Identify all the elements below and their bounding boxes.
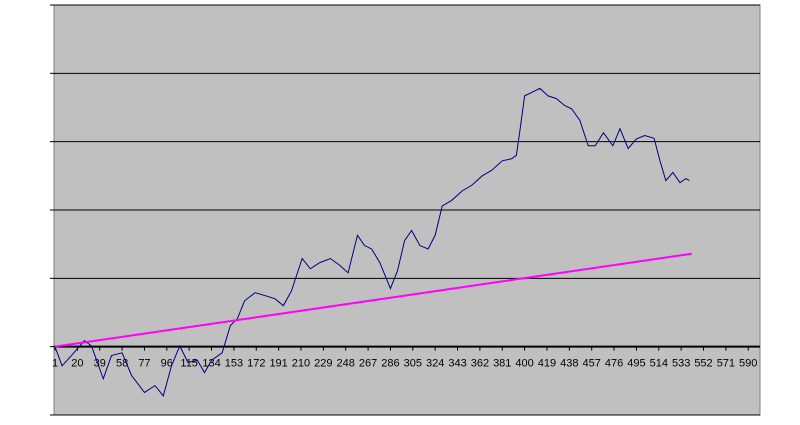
x-tick-label: 267 — [359, 358, 377, 370]
x-tick-label: 533 — [672, 358, 690, 370]
x-tick-label: 552 — [694, 358, 712, 370]
x-tick-label: 457 — [583, 358, 601, 370]
x-tick-label: 229 — [314, 358, 332, 370]
x-tick-label: 191 — [269, 358, 287, 370]
x-tick-label: 495 — [627, 358, 645, 370]
x-tick-label: 438 — [560, 358, 578, 370]
x-tick-label: 172 — [247, 358, 265, 370]
x-tick-label: 400 — [515, 358, 533, 370]
x-tick-label: 77 — [138, 358, 150, 370]
x-tick-label: 153 — [225, 358, 243, 370]
x-tick-label: 514 — [650, 358, 668, 370]
x-tick-label: 248 — [337, 358, 355, 370]
x-tick-label: 476 — [605, 358, 623, 370]
x-tick-label: 343 — [448, 358, 466, 370]
x-tick-label: 324 — [426, 358, 444, 370]
x-tick-label: 590 — [739, 358, 757, 370]
x-tick-label: 305 — [404, 358, 422, 370]
x-tick-label: 286 — [381, 358, 399, 370]
series-line — [54, 252, 692, 348]
x-tick-label: 1 — [52, 358, 58, 370]
x-tick-label: 20 — [71, 358, 83, 370]
x-tick-label: 134 — [202, 358, 220, 370]
x-tick-label: 419 — [538, 358, 556, 370]
x-tick-label: 381 — [493, 358, 511, 370]
x-tick-label: 210 — [292, 358, 310, 370]
x-tick-label: 96 — [161, 358, 173, 370]
series-line — [54, 87, 690, 397]
x-tick-label: 362 — [471, 358, 489, 370]
x-tick-label: 115 — [180, 358, 198, 370]
x-tick-label: 571 — [717, 358, 735, 370]
